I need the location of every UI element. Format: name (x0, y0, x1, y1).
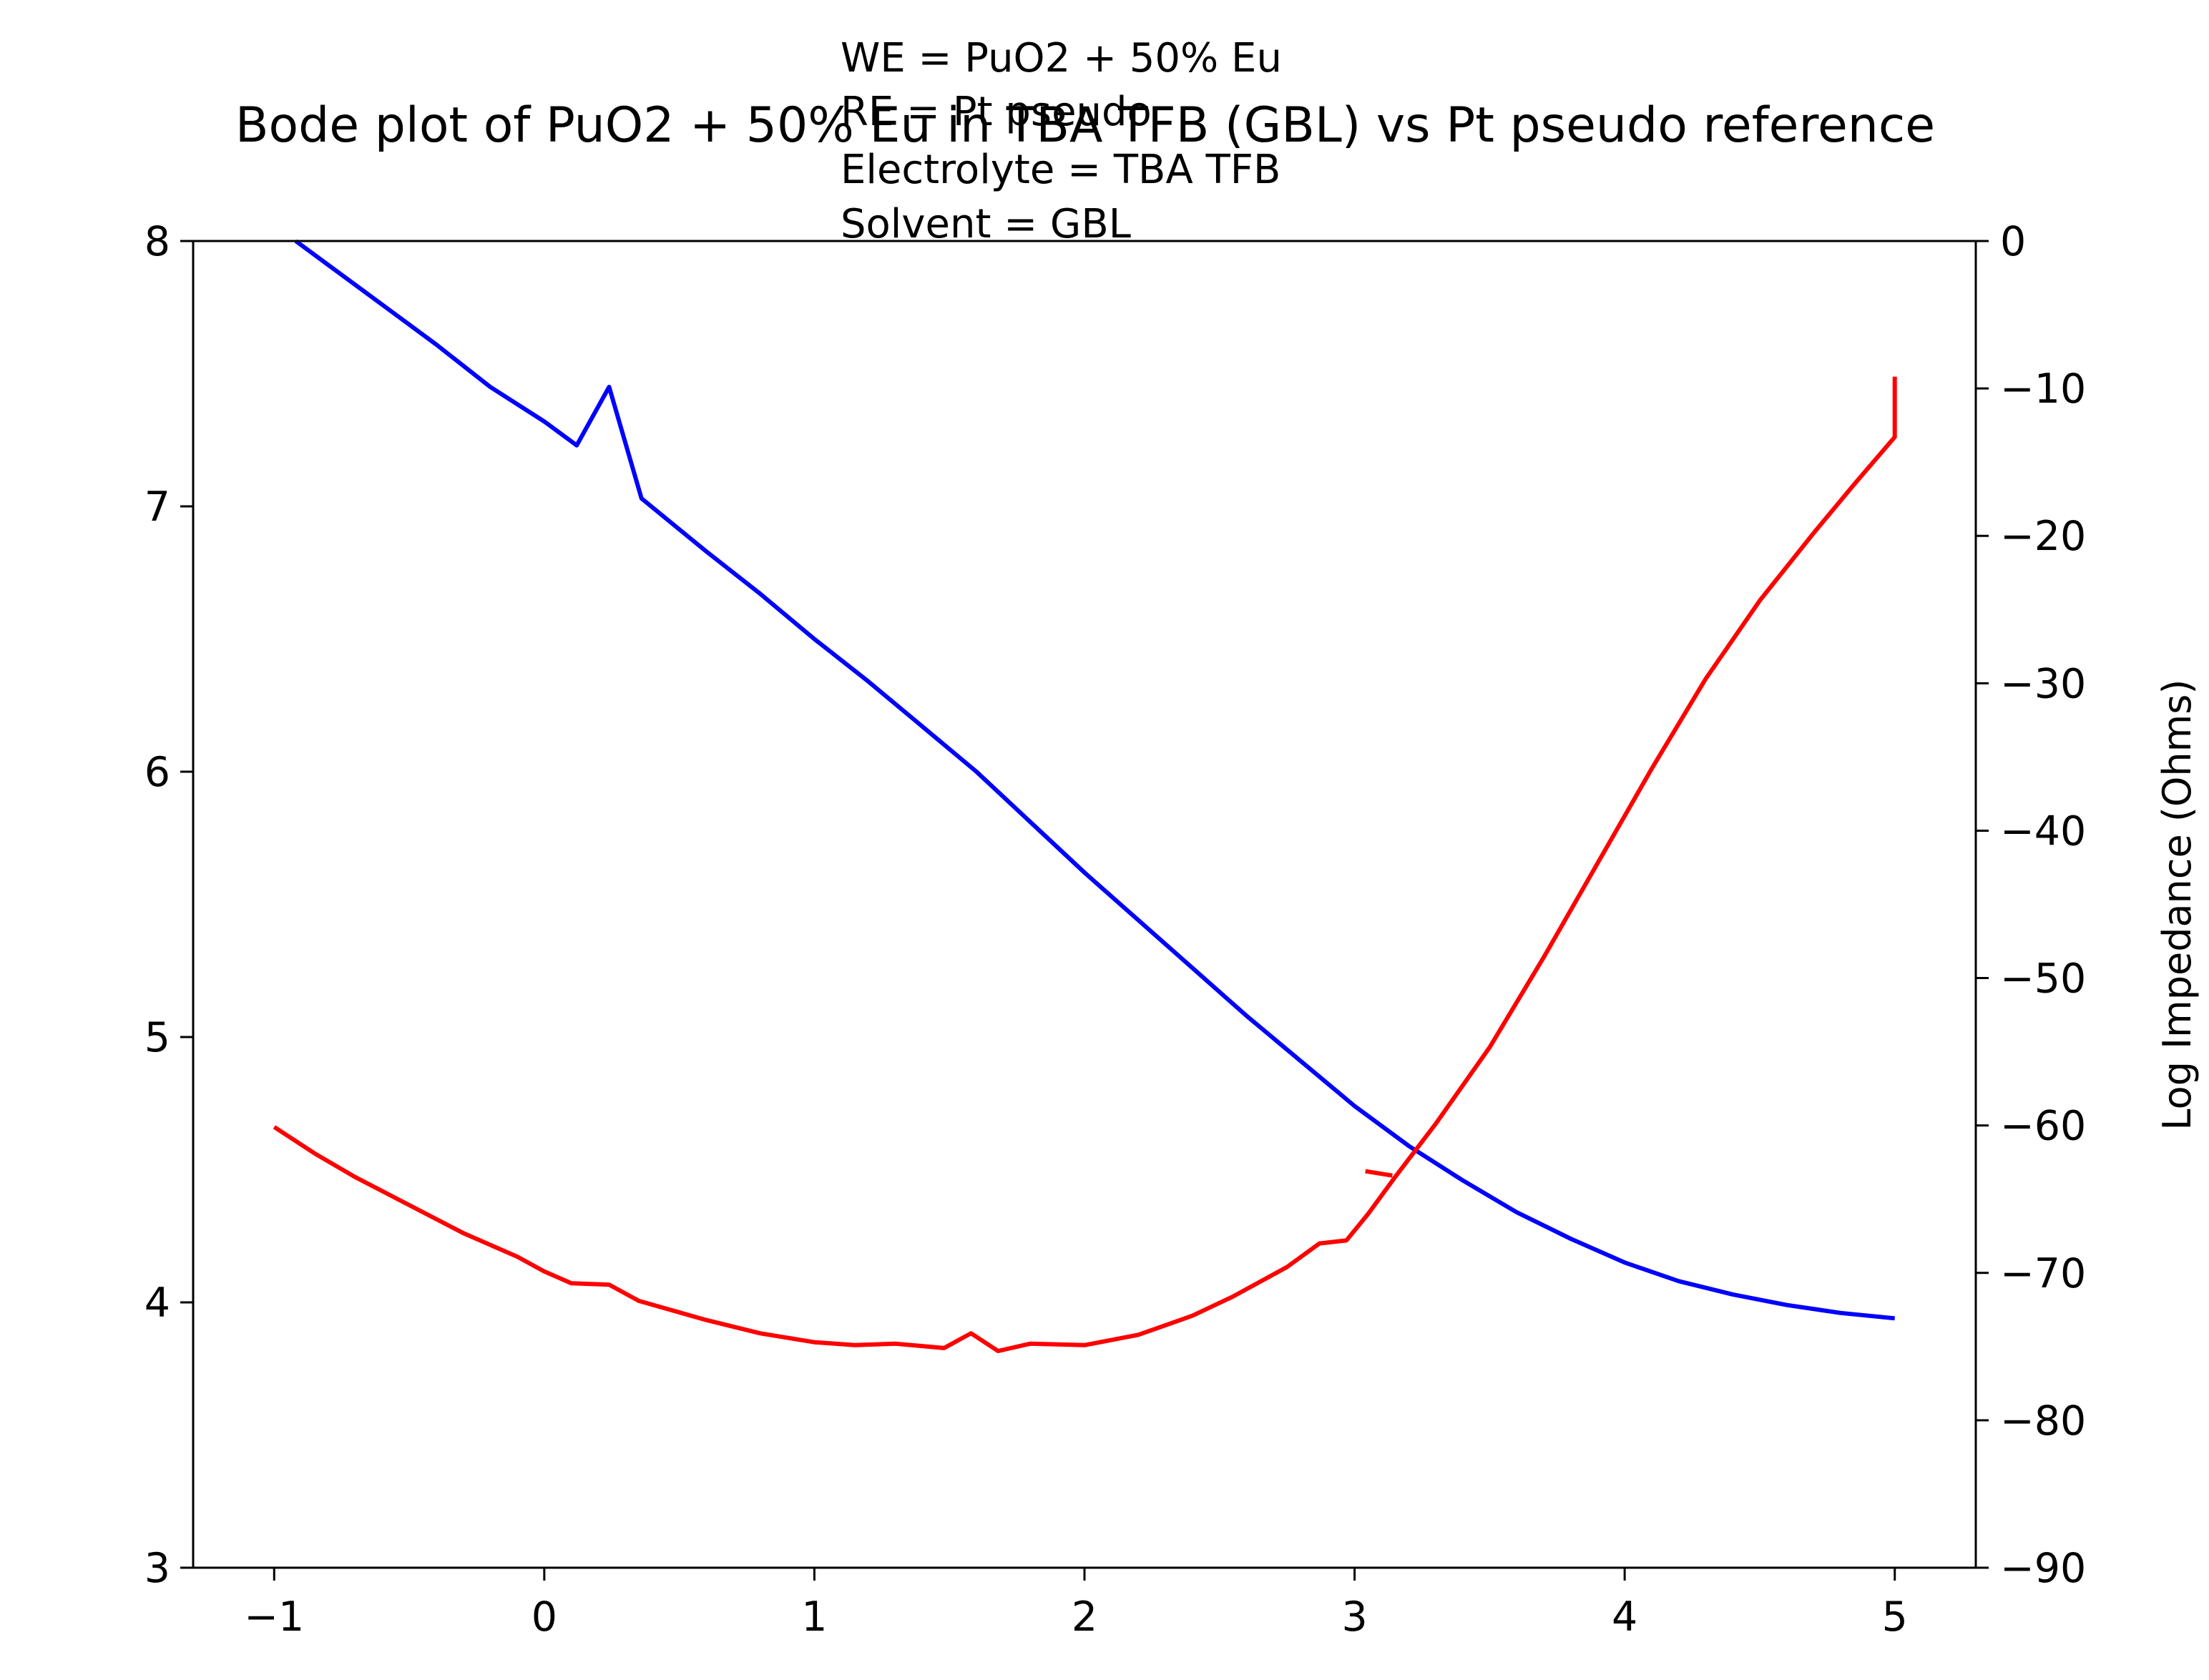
y-axis-ticks: 3 4 5 6 7 8 (145, 218, 193, 1592)
annotation-electrolyte: Electrolyte = TBA TFB (841, 147, 1280, 193)
x-tick-label: 2 (1072, 1593, 1097, 1641)
series-layer (273, 239, 1897, 1353)
x-tick-label: 3 (1341, 1593, 1367, 1641)
y-right-tick-label: −90 (2000, 1545, 2086, 1592)
chart-annotations: WE = PuO2 + 50% Eu RE = Pt pseudo Electr… (841, 35, 1282, 247)
series-line-2 (273, 376, 1897, 1353)
x-tick-label: 0 (532, 1593, 557, 1641)
y-right-tick-label: 0 (2000, 218, 2026, 265)
y-tick-label: 8 (145, 218, 170, 265)
annotation-solvent: Solvent = GBL (841, 201, 1131, 247)
plot-frame (192, 240, 1977, 1569)
annotation-re: RE = Pt pseudo (841, 89, 1152, 135)
x-tick-label: −1 (244, 1593, 304, 1641)
series-line-3 (1365, 1169, 1393, 1178)
y-right-axis-label: Log Impedance (Ohms) (2155, 679, 2200, 1131)
y-right-tick-label: −70 (2000, 1250, 2086, 1297)
chart-title: Bode plot of PuO2 + 50% Eu in TBA TFB (G… (235, 97, 1935, 154)
y-right-tick-label: −30 (2000, 660, 2086, 707)
y-tick-label: 7 (145, 483, 170, 531)
y-tick-label: 4 (145, 1279, 170, 1327)
x-tick-label: 4 (1612, 1593, 1637, 1641)
series-line-1 (294, 239, 1895, 1321)
y-right-tick-label: −40 (2000, 807, 2086, 855)
x-tick-label: 1 (801, 1593, 827, 1641)
y-tick-label: 3 (145, 1545, 170, 1592)
y-right-tick-label: −10 (2000, 365, 2086, 413)
y-right-axis-ticks: −90 −80 −70 −60 −50 −40 −30 −20 −10 0 (1976, 218, 2086, 1592)
x-tick-label: 5 (1882, 1593, 1908, 1641)
annotation-we: WE = PuO2 + 50% Eu (841, 35, 1282, 82)
y-right-tick-label: −80 (2000, 1397, 2086, 1445)
x-axis-ticks: −1 0 1 2 3 4 5 (244, 1568, 1908, 1641)
y-tick-label: 5 (145, 1014, 170, 1061)
y-right-tick-label: −60 (2000, 1103, 2086, 1150)
y-right-tick-label: −50 (2000, 956, 2086, 1003)
y-right-tick-label: −20 (2000, 513, 2086, 560)
y-tick-label: 6 (145, 749, 170, 796)
